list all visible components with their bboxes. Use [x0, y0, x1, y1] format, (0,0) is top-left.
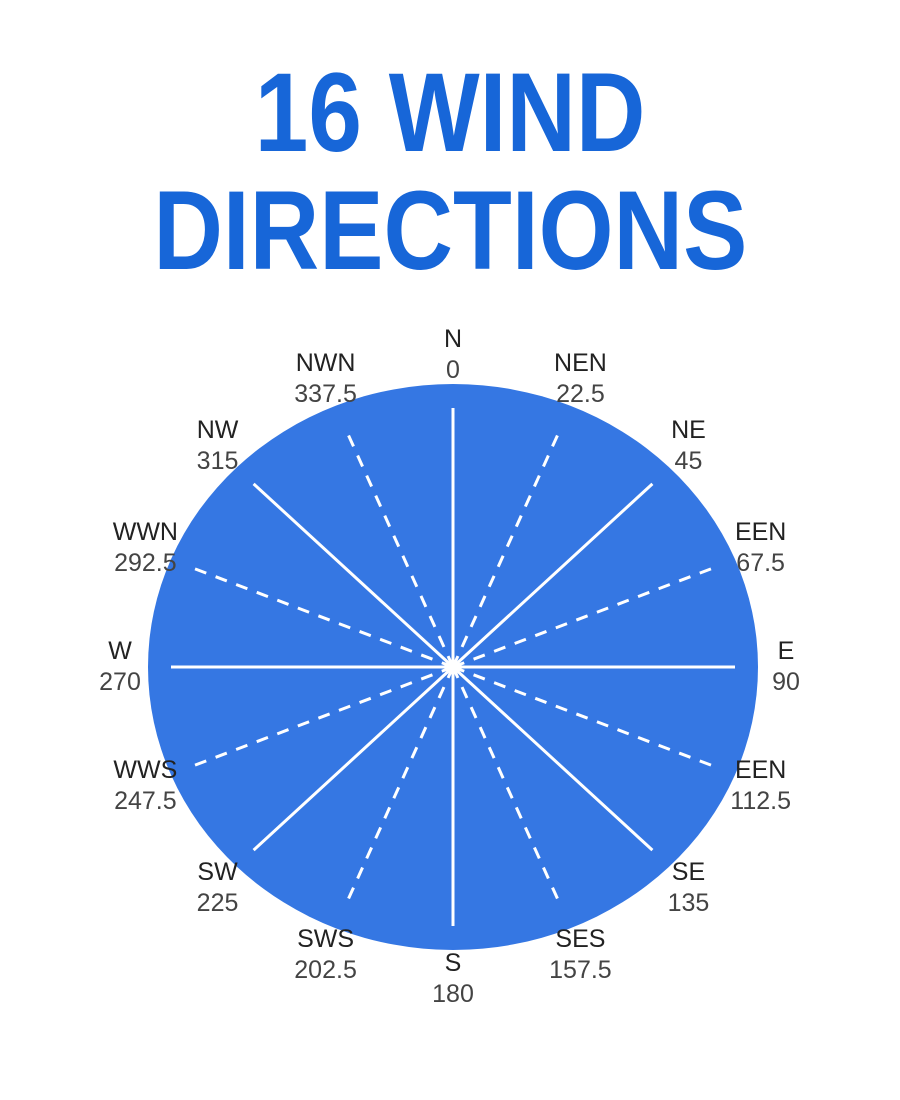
direction-degrees: 157.5 [549, 956, 612, 985]
direction-label: WWN 292.5 [75, 517, 215, 579]
title-line-1: 16 WIND [0, 57, 900, 169]
direction-name: SWS [297, 925, 355, 954]
direction-line-135 [451, 665, 654, 852]
title-line-2: DIRECTIONS [0, 175, 900, 287]
direction-degrees: 292.5 [114, 548, 177, 577]
direction-name: EEN [734, 517, 787, 546]
direction-name: WWN [112, 517, 178, 546]
direction-name: NW [196, 416, 239, 445]
direction-degrees: 337.5 [294, 379, 357, 408]
direction-name: EEN [734, 756, 787, 785]
direction-degrees: 247.5 [114, 787, 177, 816]
direction-label: EEN 112.5 [691, 755, 831, 817]
direction-line-315 [252, 482, 455, 669]
direction-degrees: 0 [446, 356, 460, 384]
direction-name: E [777, 637, 795, 665]
direction-label: NW 315 [148, 415, 288, 477]
direction-degrees: 225 [196, 888, 239, 917]
direction-name: SE [671, 857, 706, 886]
direction-label: NE 45 [618, 415, 758, 477]
direction-degrees: 112.5 [730, 787, 791, 816]
direction-line-292-5 [191, 566, 454, 669]
direction-label: SW 225 [148, 857, 288, 919]
direction-label: SWS 202.5 [256, 924, 396, 986]
direction-name: S [444, 949, 462, 977]
direction-degrees: 90 [772, 668, 800, 696]
direction-label: NWN 337.5 [256, 348, 396, 410]
direction-name: WWS [113, 756, 178, 785]
direction-degrees: 180 [432, 980, 474, 1008]
direction-label: W 270 [50, 636, 190, 698]
direction-line-45 [451, 482, 654, 669]
direction-line-247-5 [191, 665, 454, 768]
direction-label: EEN 67.5 [691, 517, 831, 579]
direction-line-112-5 [452, 665, 715, 768]
direction-degrees: 67.5 [736, 548, 785, 577]
direction-degrees: 135 [667, 888, 710, 917]
direction-name: NEN [554, 348, 607, 377]
direction-label: E 90 [716, 636, 856, 698]
direction-label: NEN 22.5 [510, 348, 650, 410]
direction-label: S 180 [383, 948, 523, 1010]
title-text-1: 16 WIND [254, 50, 646, 175]
direction-degrees: 315 [196, 447, 239, 476]
direction-line-225 [252, 665, 455, 852]
direction-name: N [443, 325, 463, 353]
direction-label: SES 157.5 [510, 924, 650, 986]
direction-name: SES [555, 925, 606, 954]
direction-degrees: 22.5 [556, 379, 605, 408]
title-text-2: DIRECTIONS [152, 168, 747, 293]
direction-name: NWN [295, 348, 356, 377]
direction-label: SE 135 [618, 857, 758, 919]
direction-degrees: 270 [99, 668, 141, 696]
direction-line-67-5 [452, 566, 715, 669]
direction-name: NE [671, 416, 706, 445]
direction-label: WWS 247.5 [75, 755, 215, 817]
direction-name: W [108, 637, 132, 665]
direction-name: SW [197, 857, 238, 886]
direction-degrees: 45 [674, 447, 703, 476]
direction-degrees: 202.5 [294, 956, 357, 985]
